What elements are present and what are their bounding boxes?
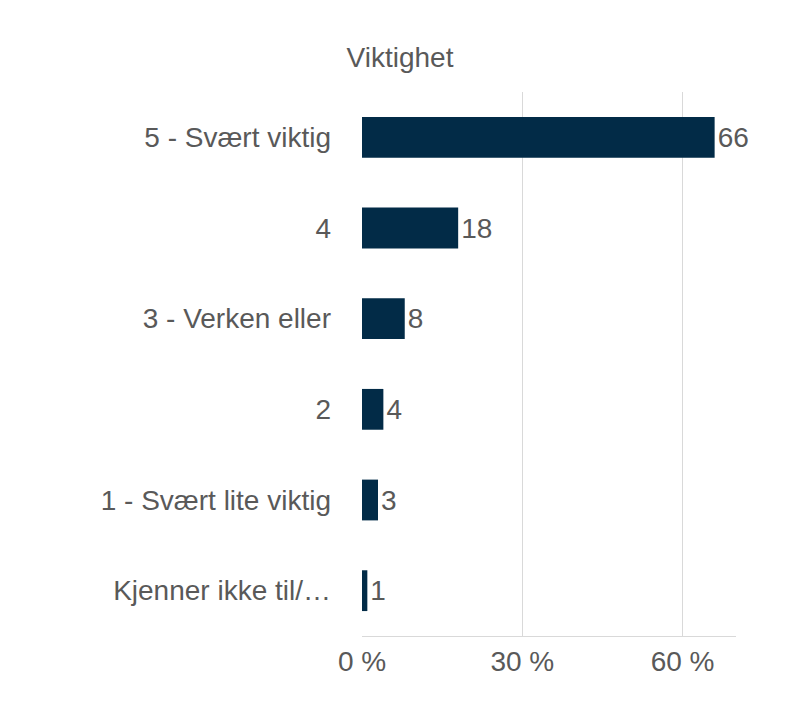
svg-text:5 - Svært viktig: 5 - Svært viktig xyxy=(144,122,331,153)
svg-text:2: 2 xyxy=(315,394,331,425)
svg-text:66: 66 xyxy=(718,122,749,153)
svg-text:4: 4 xyxy=(315,213,331,244)
svg-text:8: 8 xyxy=(408,303,424,334)
svg-text:30 %: 30 % xyxy=(490,646,554,677)
svg-text:3 - Verken eller: 3 - Verken eller xyxy=(143,303,331,334)
svg-text:Kjenner ikke til/…: Kjenner ikke til/… xyxy=(113,575,331,606)
svg-text:3: 3 xyxy=(381,485,397,516)
svg-text:60 %: 60 % xyxy=(651,646,715,677)
svg-text:4: 4 xyxy=(386,394,402,425)
svg-text:1: 1 xyxy=(370,575,386,606)
svg-text:0 %: 0 % xyxy=(338,646,386,677)
svg-text:Viktighet: Viktighet xyxy=(347,42,454,73)
svg-text:1 - Svært lite viktig: 1 - Svært lite viktig xyxy=(101,485,331,516)
svg-text:18: 18 xyxy=(461,213,492,244)
